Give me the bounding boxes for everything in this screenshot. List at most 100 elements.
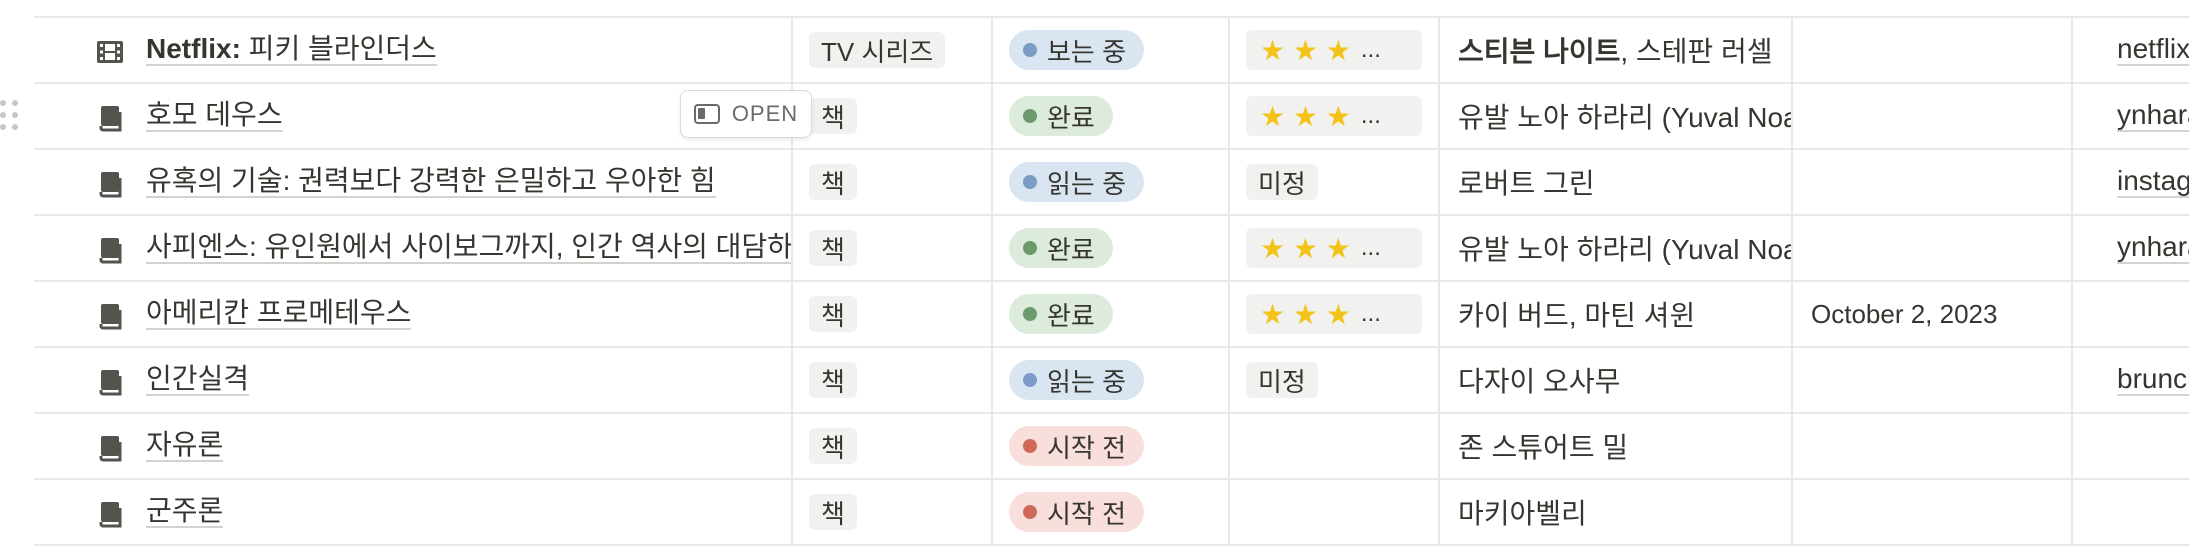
table-row: 호모 데우스 책 완료 ★ ★ ★... 유발 노아 하라리 (Yuval Noah H…: [34, 84, 2189, 150]
star-icons: ★ ★ ★: [1260, 34, 1351, 66]
date-cell[interactable]: [1793, 18, 2073, 82]
type-cell[interactable]: 책: [793, 480, 993, 544]
table-top-border: [34, 16, 2189, 18]
url-cell[interactable]: [2073, 480, 2189, 544]
star-rating: ★ ★ ★...: [1246, 294, 1422, 334]
status-cell[interactable]: 완료: [993, 282, 1230, 346]
author-cell[interactable]: 유발 노아 하라리 (Yuval Noah Harari): [1440, 216, 1793, 280]
url-cell[interactable]: ynharari.com: [2073, 84, 2189, 148]
type-cell[interactable]: 책: [793, 84, 993, 148]
url-cell[interactable]: instagram.com: [2073, 150, 2189, 214]
rating-tag: 미정: [1246, 362, 1318, 398]
date-cell[interactable]: [1793, 150, 2073, 214]
type-tag: 책: [809, 98, 857, 134]
status-label: 완료: [1047, 300, 1095, 331]
type-tag: 책: [809, 428, 857, 464]
page-title-link[interactable]: 자유론: [146, 430, 224, 462]
table-row: 유혹의 기술: 권력보다 강력한 은밀하고 우아한 힘 책 읽는 중 미정 로버트 그린…: [34, 150, 2189, 216]
book-icon: [96, 236, 124, 264]
type-cell[interactable]: 책: [793, 282, 993, 346]
status-cell[interactable]: 완료: [993, 84, 1230, 148]
status-cell[interactable]: 완료: [993, 216, 1230, 280]
author-cell[interactable]: 유발 노아 하라리 (Yuval Noah Harari): [1440, 84, 1793, 148]
date-cell[interactable]: [1793, 414, 2073, 478]
author-cell[interactable]: 스티븐 나이트, 스테판 러셀: [1440, 18, 1793, 82]
status-cell[interactable]: 시작 전: [993, 480, 1230, 544]
title-cell[interactable]: 사피엔스: 유인원에서 사이보그까지, 인간 역사의 대담하고 위대한 질문: [34, 216, 793, 280]
rating-cell[interactable]: ★ ★ ★...: [1230, 216, 1440, 280]
rating-cell[interactable]: 미정: [1230, 150, 1440, 214]
type-cell[interactable]: 책: [793, 414, 993, 478]
table-row: 군주론 책 시작 전 마키아벨리: [34, 480, 2189, 546]
url-cell[interactable]: [2073, 414, 2189, 478]
url-cell[interactable]: [2073, 282, 2189, 346]
author-text: 로버트 그린: [1458, 168, 1595, 199]
rating-cell[interactable]: ★ ★ ★...: [1230, 84, 1440, 148]
author-text: 마키아벨리: [1458, 498, 1587, 529]
page-title-link[interactable]: 호모 데우스: [146, 100, 283, 132]
title-cell[interactable]: Netflix: 피키 블라인더스: [34, 18, 793, 82]
url-cell[interactable]: brunch.co.kr: [2073, 348, 2189, 412]
rating-ellipsis: ...: [1360, 234, 1381, 261]
page-title-link[interactable]: 유혹의 기술: 권력보다 강력한 은밀하고 우아한 힘: [146, 166, 716, 198]
rating-cell[interactable]: [1230, 480, 1440, 544]
author-cell[interactable]: 로버트 그린: [1440, 150, 1793, 214]
book-icon: [96, 500, 124, 528]
url-link[interactable]: ynharari.com: [2117, 232, 2189, 264]
author-cell[interactable]: 다자이 오사무: [1440, 348, 1793, 412]
date-cell[interactable]: October 2, 2023: [1793, 282, 2073, 346]
date-cell[interactable]: [1793, 84, 2073, 148]
rating-ellipsis: ...: [1360, 36, 1381, 63]
star-rating: ★ ★ ★...: [1246, 228, 1422, 268]
url-link[interactable]: ynharari.com: [2117, 100, 2189, 132]
rating-ellipsis: ...: [1360, 102, 1381, 129]
date-cell[interactable]: [1793, 216, 2073, 280]
title-cell[interactable]: 유혹의 기술: 권력보다 강력한 은밀하고 우아한 힘: [34, 150, 793, 214]
url-link[interactable]: instagram.com: [2117, 166, 2189, 198]
title-cell[interactable]: 아메리칸 프로메테우스: [34, 282, 793, 346]
type-cell[interactable]: 책: [793, 348, 993, 412]
star-rating: ★ ★ ★...: [1246, 96, 1422, 136]
book-icon: [96, 434, 124, 462]
open-page-button[interactable]: OPEN: [680, 90, 812, 138]
url-link[interactable]: brunch.co.kr: [2117, 364, 2189, 396]
rating-cell[interactable]: ★ ★ ★...: [1230, 282, 1440, 346]
date-cell[interactable]: [1793, 480, 2073, 544]
status-label: 읽는 중: [1047, 366, 1126, 397]
status-badge: 읽는 중: [1009, 360, 1144, 400]
title-cell[interactable]: 군주론: [34, 480, 793, 544]
page-title-link[interactable]: 인간실격: [146, 364, 250, 396]
type-cell[interactable]: 책: [793, 216, 993, 280]
status-cell[interactable]: 보는 중: [993, 18, 1230, 82]
author-text: , 스테판 러셀: [1620, 36, 1773, 67]
page-title-link[interactable]: 군주론: [146, 496, 224, 528]
author-cell[interactable]: 존 스튜어트 밀: [1440, 414, 1793, 478]
book-icon: [96, 104, 124, 132]
rating-cell[interactable]: [1230, 414, 1440, 478]
title-cell[interactable]: 인간실격: [34, 348, 793, 412]
page-title-link[interactable]: Netflix: 피키 블라인더스: [146, 34, 437, 66]
url-link[interactable]: netflix.com: [2117, 34, 2189, 66]
table-row: Netflix: 피키 블라인더스 TV 시리즈 보는 중 ★ ★ ★... 스티븐 나…: [34, 18, 2189, 84]
page-title-link[interactable]: 사피엔스: 유인원에서 사이보그까지, 인간 역사의 대담하고 위대한 질문: [146, 232, 791, 264]
title-cell[interactable]: 자유론: [34, 414, 793, 478]
status-cell[interactable]: 읽는 중: [993, 348, 1230, 412]
rating-cell[interactable]: ★ ★ ★...: [1230, 18, 1440, 82]
author-cell[interactable]: 카이 버드, 마틴 셔윈: [1440, 282, 1793, 346]
date-cell[interactable]: [1793, 348, 2073, 412]
type-cell[interactable]: 책: [793, 150, 993, 214]
table-row: 사피엔스: 유인원에서 사이보그까지, 인간 역사의 대담하고 위대한 질문 책 완…: [34, 216, 2189, 282]
page-title-link[interactable]: 아메리칸 프로메테우스: [146, 298, 412, 330]
status-cell[interactable]: 시작 전: [993, 414, 1230, 478]
status-cell[interactable]: 읽는 중: [993, 150, 1230, 214]
book-icon: [96, 368, 124, 396]
status-dot-icon: [1023, 109, 1037, 123]
table-row: 아메리칸 프로메테우스 책 완료 ★ ★ ★... 카이 버드, 마틴 셔윈 Octobe…: [34, 282, 2189, 348]
status-label: 시작 전: [1047, 498, 1126, 529]
url-cell[interactable]: netflix.com: [2073, 18, 2189, 82]
drag-handle-icon[interactable]: [0, 100, 22, 132]
rating-cell[interactable]: 미정: [1230, 348, 1440, 412]
type-cell[interactable]: TV 시리즈: [793, 18, 993, 82]
author-cell[interactable]: 마키아벨리: [1440, 480, 1793, 544]
url-cell[interactable]: ynharari.com: [2073, 216, 2189, 280]
